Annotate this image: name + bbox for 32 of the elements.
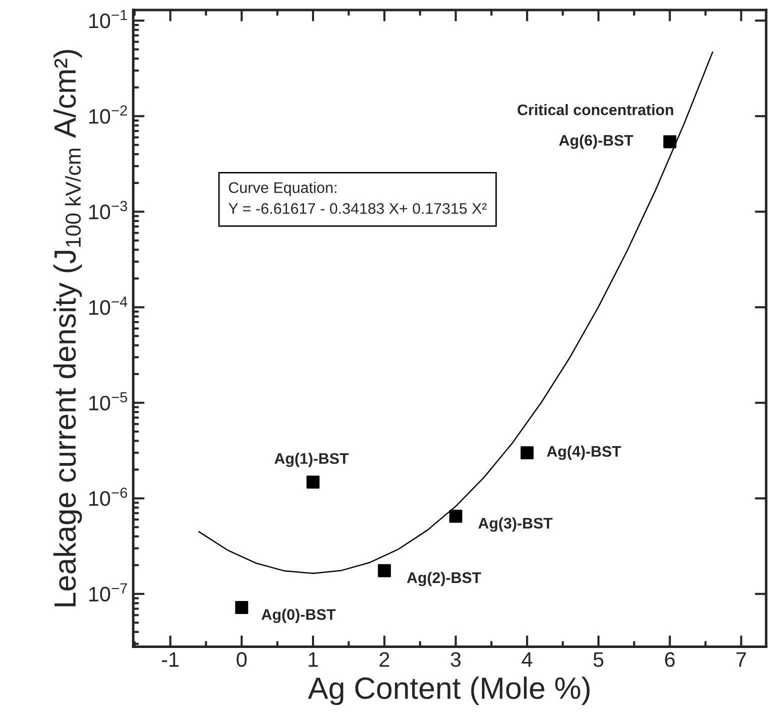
x-tick-label: -1	[162, 652, 179, 667]
annotation: Ag(1)-BST	[274, 452, 349, 468]
y-axis-title: Leakage current density (J$_{100 kV/cm}$ A/cm²)	[53, 50, 82, 606]
annotation: Ag(0)-BST	[261, 608, 336, 624]
y-tick-label: 10$^{−1}$	[89, 10, 128, 28]
point	[235, 601, 248, 614]
annotation: Ag(2)-BST	[406, 572, 482, 586]
point	[663, 135, 676, 148]
point	[520, 446, 534, 460]
point	[306, 476, 320, 489]
y-tick-label: 10$^{−2}$	[89, 105, 127, 124]
x-tick-label: 4	[522, 652, 532, 667]
x-tick-label: 5	[594, 652, 604, 667]
x-tick-label: 0	[236, 652, 247, 667]
point	[449, 510, 462, 523]
annotation: Ag(4)-BST	[546, 446, 622, 460]
x-tick-label: 2	[380, 652, 390, 667]
annotation: Critical concentration	[518, 104, 674, 116]
x-tick-label: 6	[665, 652, 675, 667]
y-tick-label: 10$^{−3}$	[89, 200, 128, 220]
y-tick-label: 10$^{−6}$	[89, 488, 128, 506]
annotation: Curve Equation: Y = -6.61617 - 0.34183 X+ 0.17315 X²	[228, 182, 487, 214]
annotation: Ag(3)-BST	[478, 517, 552, 532]
x-tick-label: 7	[736, 652, 746, 667]
y-tick-label: 10$^{−5}$	[89, 392, 128, 410]
x-tick-label: 3	[450, 652, 461, 667]
annotation: Ag(6)-BST	[559, 134, 634, 149]
x-tick-label: 1	[308, 652, 318, 667]
x-axis-title: Ag Content (Mole %)	[308, 676, 590, 706]
point	[378, 564, 391, 578]
y-tick-label: 10$^{−7}$	[89, 583, 127, 602]
y-tick-label: 10$^{−4}$	[89, 296, 128, 315]
